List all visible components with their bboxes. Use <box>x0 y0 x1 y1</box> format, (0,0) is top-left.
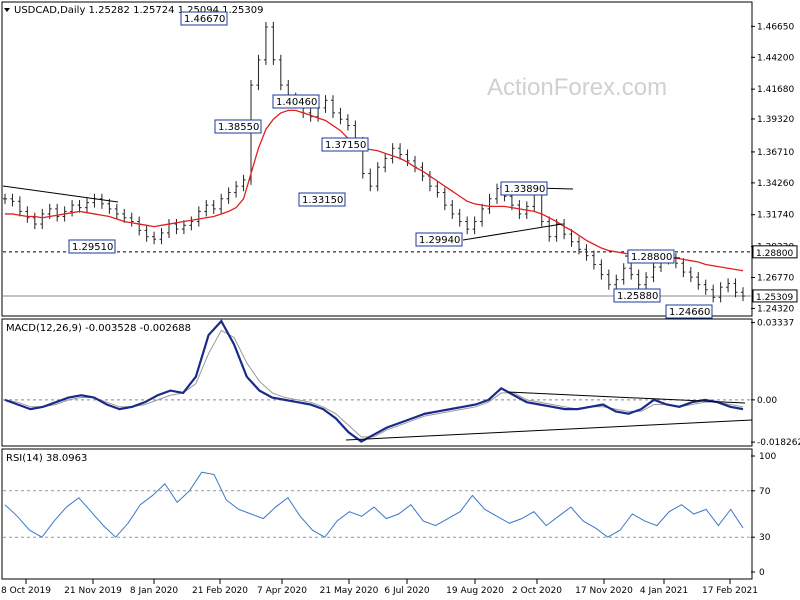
x-tick-label: 21 Feb 2020 <box>192 586 248 596</box>
price-y-tick-label: 1.39320 <box>757 115 794 125</box>
macd-y-tick-label: 0.00 <box>757 396 777 406</box>
annotation-label: 1.24660 <box>669 307 710 318</box>
x-tick-label: 8 Jan 2020 <box>130 586 178 596</box>
annotation-box <box>613 288 661 303</box>
annotation-box <box>321 137 369 152</box>
annotation-label: 1.33150 <box>302 195 343 206</box>
trend-line <box>462 223 563 241</box>
price-y-tick-label: 1.31740 <box>757 211 794 221</box>
annotation-label: 1.33890 <box>504 184 545 195</box>
annotation-label: 1.28800 <box>631 252 672 263</box>
x-tick-label: 21 May 2020 <box>320 586 379 596</box>
macd-trend-line <box>345 419 753 441</box>
price-y-tick-label: 1.36710 <box>757 148 794 158</box>
annotation-label: 1.29510 <box>72 242 113 253</box>
rsi-header: RSI(14) 38.0963 <box>6 453 87 464</box>
price-y-tick-label: 1.46650 <box>757 22 794 32</box>
x-tick-label: 8 Oct 2019 <box>1 586 51 596</box>
annotation-box <box>665 304 713 319</box>
rsi-layer <box>3 471 751 538</box>
dropdown-triangle-icon[interactable] <box>4 8 10 12</box>
current-price-axis-label: 1.25309 <box>756 293 793 303</box>
sma-line <box>5 109 744 272</box>
x-tick-label: 7 Apr 2020 <box>257 586 307 596</box>
macd-y-tick-label: 0.03337 <box>757 319 794 329</box>
macd-line <box>4 319 744 443</box>
x-tick-label: 4 Jan 2021 <box>640 586 688 596</box>
macd-panel-frame <box>1 318 753 447</box>
rsi-line <box>4 471 744 538</box>
macd-layer <box>3 319 753 443</box>
x-tick-label: 19 Aug 2020 <box>446 586 504 596</box>
annotation-label: 1.37150 <box>325 140 366 151</box>
rsi-y-tick-label: 70 <box>759 487 771 497</box>
annotation-label: 1.25880 <box>617 291 658 302</box>
annotation-label: 1.40460 <box>276 97 317 108</box>
macd-header: MACD(12,26,9) -0.003528 -0.002688 <box>6 323 191 334</box>
price-y-tick-label: 1.34260 <box>757 179 794 189</box>
axis-layer: 1.46650 1.44200 1.41680 1.39320 1.36710 1.342… <box>1 22 800 596</box>
rsi-panel-frame <box>1 448 753 580</box>
rsi-y-tick-label: 0 <box>759 568 765 578</box>
annotation-box <box>500 181 548 196</box>
annotation-box <box>214 119 262 134</box>
x-tick-label: 2 Oct 2020 <box>512 586 562 596</box>
annotation-box <box>298 192 346 207</box>
support-axis-box <box>752 245 798 259</box>
rsi-y-tick-label: 100 <box>759 452 776 462</box>
x-tick-label: 21 Nov 2019 <box>64 586 122 596</box>
rsi-y-tick-label: 30 <box>759 533 771 543</box>
annotation-label: 1.46670 <box>184 14 225 25</box>
current-price-axis-box <box>752 289 798 303</box>
annotation-box <box>627 249 675 264</box>
annotation-box <box>180 11 228 26</box>
watermark: ActionForex.com <box>487 74 667 101</box>
price-header: USDCAD,Daily 1.25282 1.25724 1.25094 1.2… <box>14 5 264 16</box>
annotation-box <box>415 232 463 247</box>
price-y-tick-label: 1.41680 <box>757 85 794 95</box>
x-tick-label: 17 Nov 2020 <box>575 586 633 596</box>
price-y-tick-label: 1.24320 <box>757 304 794 314</box>
x-tick-label: 6 Jul 2020 <box>384 586 429 596</box>
macd-y-tick-label: -0.018262 <box>757 438 800 448</box>
price-layer: 1.46670 1.40460 1.38550 1.37150 1.33150 1.338… <box>2 11 751 319</box>
annotation-label: 1.38550 <box>218 122 259 133</box>
price-panel-frame <box>1 1 753 317</box>
price-y-tick-label: 1.44200 <box>757 53 794 63</box>
annotation-box <box>68 239 116 254</box>
macd-trend-line <box>507 391 746 404</box>
price-y-tick-label: 1.26770 <box>757 273 794 283</box>
x-tick-label: 17 Feb 2021 <box>702 586 758 596</box>
support-axis-label: 1.28800 <box>756 249 793 259</box>
trend-line <box>2 185 119 203</box>
annotation-label: 1.29940 <box>419 235 460 246</box>
annotation-box <box>272 94 320 109</box>
